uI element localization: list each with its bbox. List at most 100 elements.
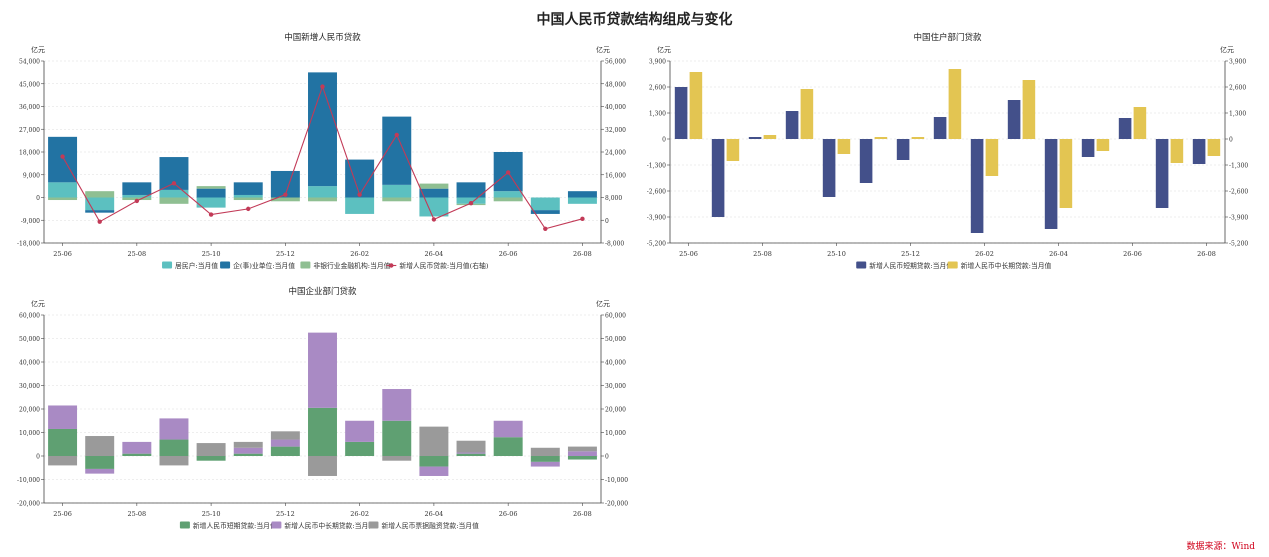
y2-tick-label: 3,900 xyxy=(1229,59,1246,66)
x-tick-label: 26-04 xyxy=(425,250,444,258)
bar xyxy=(196,186,226,189)
y-tick-label: -3,900 xyxy=(647,215,666,222)
y-tick-label: 18,000 xyxy=(19,150,40,157)
bar xyxy=(1170,139,1184,163)
bar xyxy=(985,139,999,176)
line-point xyxy=(543,226,548,231)
bar xyxy=(345,441,375,456)
legend-label: 居民户:当月值 xyxy=(175,261,218,270)
bar xyxy=(270,446,300,456)
x-tick-label: 26-08 xyxy=(573,250,592,258)
bar xyxy=(419,188,449,198)
y2-tick-label: 2,600 xyxy=(1229,85,1246,92)
bar xyxy=(933,117,947,139)
line-point xyxy=(580,216,585,222)
y2-tick-label: -10,000 xyxy=(605,477,628,484)
y2-tick-label: -3,900 xyxy=(1229,215,1248,222)
legend-swatch xyxy=(162,261,173,269)
y-tick-label: -9,000 xyxy=(21,218,40,225)
x-tick-label: 26-04 xyxy=(1049,250,1068,258)
y2-tick-label: 1,300 xyxy=(1229,111,1246,118)
bar xyxy=(48,405,78,429)
y2-tick-label: 20,000 xyxy=(605,407,626,414)
bar xyxy=(159,189,189,198)
bar xyxy=(530,456,560,462)
bar xyxy=(308,332,337,408)
legend-label: 企(事)业单位:当月值 xyxy=(233,261,295,270)
bar xyxy=(763,135,777,139)
bar xyxy=(382,389,412,421)
bar xyxy=(1022,80,1036,139)
y-tick-label: 40,000 xyxy=(19,360,40,367)
bar xyxy=(382,197,412,202)
bar xyxy=(233,194,263,198)
y2-tick-label: -1,300 xyxy=(1229,163,1248,170)
legend-swatch xyxy=(856,261,867,269)
bar xyxy=(382,420,412,456)
bar xyxy=(48,182,78,198)
bar xyxy=(874,137,888,139)
bar xyxy=(233,447,263,454)
y-tick-label: 3,900 xyxy=(649,59,666,66)
bar xyxy=(419,466,449,476)
bar xyxy=(233,197,263,201)
bar xyxy=(270,431,300,440)
y-tick-label: 50,000 xyxy=(19,336,40,343)
x-tick-label: 26-06 xyxy=(1123,250,1142,258)
bar xyxy=(1059,139,1073,208)
y2-tick-label: 10,000 xyxy=(605,430,626,437)
legend-swatch xyxy=(300,261,311,269)
legend-label: 新增人民币短期贷款:当月值 xyxy=(193,521,277,530)
bar xyxy=(1155,139,1169,208)
bar xyxy=(196,197,226,208)
bar xyxy=(530,461,560,467)
bar xyxy=(689,72,703,139)
y2-tick-label: -5,200 xyxy=(1229,241,1248,248)
bar xyxy=(233,441,263,448)
bar xyxy=(382,184,412,198)
bar xyxy=(748,137,762,139)
bar xyxy=(233,182,263,195)
y-tick-label: 1,300 xyxy=(649,111,666,118)
bar xyxy=(493,197,523,202)
y2-tick-label: -2,600 xyxy=(1229,189,1248,196)
y2-tick-label: 50,000 xyxy=(605,336,626,343)
chart-title: 中国新增人民币贷款 xyxy=(284,32,361,43)
x-tick-label: 25-08 xyxy=(753,250,772,258)
bar xyxy=(493,437,523,456)
bar xyxy=(567,451,597,456)
bar xyxy=(493,420,523,438)
line-point xyxy=(468,200,474,206)
bar xyxy=(345,197,375,214)
y-tick-label: -10,000 xyxy=(17,477,40,484)
bar xyxy=(530,197,560,211)
line-point xyxy=(171,181,177,186)
bar xyxy=(419,197,449,217)
bar xyxy=(308,456,337,476)
y2-tick-label: 16,000 xyxy=(605,172,626,179)
x-tick-label: 25-12 xyxy=(901,250,920,258)
y-tick-label: 54,000 xyxy=(19,59,40,66)
bar xyxy=(785,111,799,139)
bar xyxy=(122,453,152,456)
bar xyxy=(48,197,78,201)
line-point xyxy=(208,212,214,217)
bar xyxy=(419,426,449,456)
bar xyxy=(48,456,78,466)
legend-label: 非银行业金融机构:当月值 xyxy=(313,261,390,270)
line-point xyxy=(320,84,325,89)
bar xyxy=(85,456,115,469)
bar xyxy=(1096,139,1110,151)
bar xyxy=(345,420,375,442)
x-tick-label: 26-04 xyxy=(425,510,444,518)
bar xyxy=(196,456,226,461)
bar xyxy=(726,139,740,161)
left-axis-unit: 亿元 xyxy=(31,299,45,308)
legend-swatch-point xyxy=(389,263,394,268)
line-point xyxy=(394,132,399,138)
line-point xyxy=(246,206,251,212)
y-tick-label: 27,000 xyxy=(19,127,40,134)
bar xyxy=(270,197,300,202)
y2-tick-label: -8,000 xyxy=(605,241,624,248)
x-tick-label: 25-10 xyxy=(202,510,221,518)
